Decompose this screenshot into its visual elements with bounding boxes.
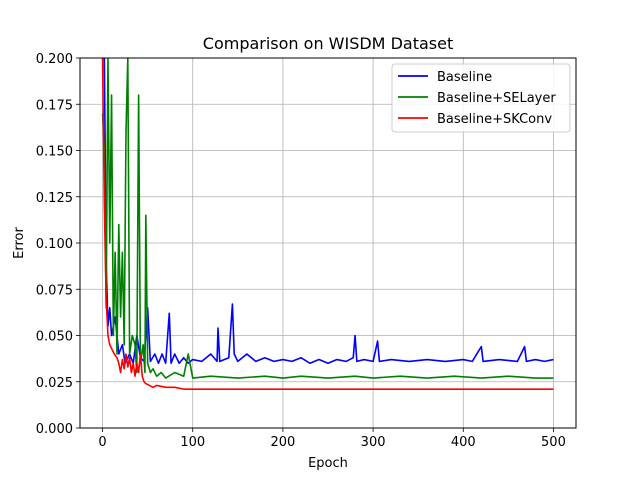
y-tick-label: 0.150 (36, 145, 73, 160)
y-tick-label: 0.025 (36, 376, 73, 391)
series-line-2 (101, 58, 554, 390)
y-axis-label: Error (12, 227, 27, 259)
chart-title: Comparison on WISDM Dataset (203, 34, 453, 53)
y-tick-label: 0.100 (36, 237, 73, 252)
legend: Baseline Baseline+SELayer Baseline+SKConv (391, 63, 571, 133)
series-line-1 (101, 58, 554, 379)
x-tick-label: 100 (180, 435, 205, 450)
x-axis-ticks: 0 100 200 300 400 500 (98, 428, 566, 450)
legend-label-2: Baseline+SKConv (437, 112, 552, 127)
y-tick-label: 0.175 (36, 98, 73, 113)
x-tick-label: 300 (361, 435, 386, 450)
legend-box (391, 63, 571, 133)
y-tick-label: 0.075 (36, 283, 73, 298)
x-tick-label: 500 (541, 435, 566, 450)
y-tick-label: 0.200 (36, 52, 73, 67)
y-axis-ticks: 0.000 0.025 0.050 0.075 0.100 0.125 0.150 0.175… (36, 52, 80, 437)
y-tick-label: 0.000 (36, 422, 73, 437)
x-tick-label: 200 (270, 435, 295, 450)
x-tick-label: 0 (98, 435, 106, 450)
legend-label-1: Baseline+SELayer (437, 91, 556, 106)
series-group (101, 58, 554, 390)
x-axis-label: Epoch (308, 456, 348, 471)
y-tick-label: 0.050 (36, 330, 73, 345)
legend-label-0: Baseline (437, 70, 492, 85)
x-tick-label: 400 (451, 435, 476, 450)
y-tick-label: 0.125 (36, 191, 73, 206)
